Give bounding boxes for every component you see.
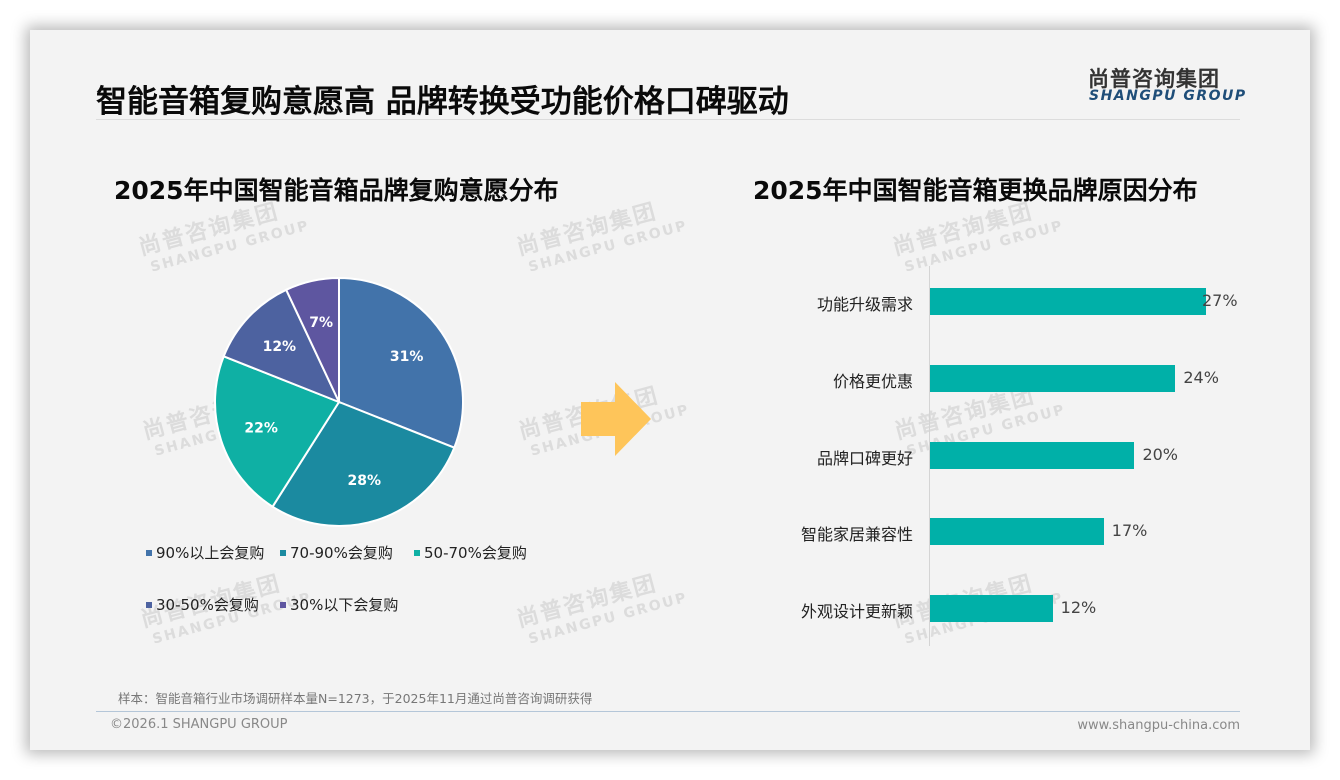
pie-slice-label: 12% [263,339,297,355]
pie-slice-label: 7% [309,315,333,331]
pie-slice [214,355,341,509]
logo-en: SHANGPU GROUP [1089,88,1247,104]
legend-swatch [146,549,152,556]
bar [930,288,1206,315]
bar-value-label: 27% [1202,291,1238,310]
arrow-right-icon [581,382,651,460]
legend-label: 90%以上会复购 [156,544,265,562]
pie-chart-svg: 31% 28% 22% 12% 7% [214,276,464,527]
legend-swatch [280,549,286,556]
bar-row: 外观设计更新颖 12% [30,595,1310,623]
bar [930,595,1053,622]
bar-row: 智能家居兼容性 17% [30,518,1310,546]
pie-slice-label: 28% [348,473,382,489]
bar-row: 品牌口碑更好 20% [30,442,1310,470]
legend-item: 70-90%会复购 [280,542,393,563]
page-title: 智能音箱复购意愿高 品牌转换受功能价格口碑驱动 [96,84,789,120]
footer-divider [96,711,1240,712]
bar-category-label: 外观设计更新颖 [800,602,913,621]
bar-value-label: 24% [1183,368,1219,387]
legend-item: 30-50%会复购 [146,594,259,615]
bar-value-label: 20% [1142,445,1178,464]
pie-chart: 31% 28% 22% 12% 7% [213,276,465,528]
bar-chart-title: 2025年中国智能音箱更换品牌原因分布 [753,176,1198,205]
website-link[interactable]: www.shangpu-china.com [1077,718,1240,733]
bar-value-label: 17% [1111,521,1148,540]
pie-slice [222,288,341,404]
sample-note: 样本：智能音箱行业市场调研样本量N=1273，于2025年11月通过尚普咨询调研… [118,691,593,706]
legend-label: 50-70%会复购 [424,544,527,562]
legend-swatch [146,601,152,608]
slide: 尚普咨询集团 SHANGPU GROUP 尚普咨询集团 SHANGPU GROUP … [30,30,1310,750]
logo-cn: 尚普咨询集团 [1088,67,1220,91]
pie-slice [338,276,464,449]
legend-label: 30-50%会复购 [156,596,259,614]
legend-item: 90%以上会复购 [146,542,264,563]
bar-row: 功能升级需求 27% [30,288,1310,316]
legend-swatch [414,549,420,556]
pie-slice-label: 31% [390,349,424,365]
bar [930,365,1176,392]
copyright: ©2026.1 SHANGPU GROUP [110,717,288,732]
pie-slice [271,400,456,527]
bar-value-label: 12% [1060,598,1097,617]
legend-label: 30%以下会复购 [290,596,399,614]
bar [930,518,1104,545]
bar-category-label: 智能家居兼容性 [800,525,913,544]
title-divider [96,119,1240,120]
bar-category-label: 品牌口碑更好 [816,449,913,468]
bar-category-label: 功能升级需求 [816,295,913,314]
bar-row: 价格更优惠 24% [30,365,1310,393]
bar-axis [929,266,930,646]
pie-slice-label: 22% [244,420,278,436]
legend-label: 70-90%会复购 [290,544,393,562]
legend-item: 30%以下会复购 [280,594,398,615]
legend-item: 50-70%会复购 [414,542,527,563]
bar-category-label: 价格更优惠 [832,372,913,391]
pie-chart-title: 2025年中国智能音箱品牌复购意愿分布 [114,176,559,205]
bar [930,442,1135,469]
pie-slice [284,276,340,403]
legend-swatch [280,601,286,608]
